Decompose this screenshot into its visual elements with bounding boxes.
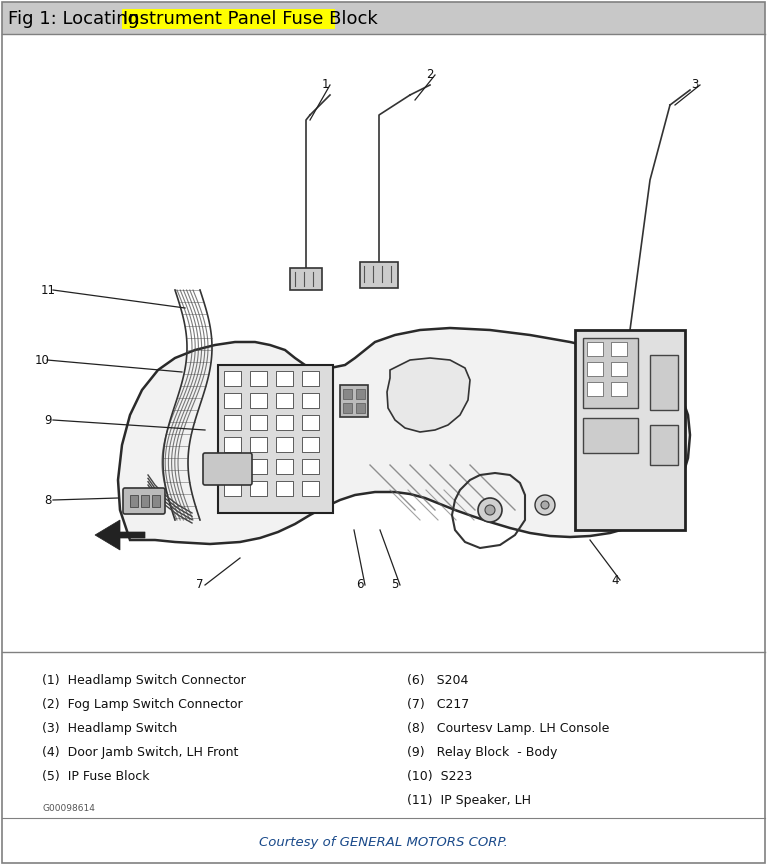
Bar: [224, 481, 241, 496]
Text: (1)  Headlamp Switch Connector: (1) Headlamp Switch Connector: [42, 674, 246, 687]
Bar: [250, 481, 267, 496]
Circle shape: [541, 501, 549, 509]
Bar: [2, 2, 765, 34]
Bar: [276, 415, 293, 430]
Bar: [343, 403, 352, 413]
Text: (2)  Fog Lamp Switch Connector: (2) Fog Lamp Switch Connector: [42, 698, 243, 711]
Text: 1: 1: [321, 79, 329, 92]
Bar: [218, 365, 333, 513]
Bar: [587, 382, 603, 396]
Bar: [360, 262, 398, 288]
Bar: [250, 371, 267, 386]
Bar: [276, 371, 293, 386]
Bar: [356, 389, 365, 399]
Text: (9)   Relay Block  - Body: (9) Relay Block - Body: [407, 746, 557, 759]
Text: G00098614: G00098614: [42, 804, 95, 813]
Circle shape: [478, 498, 502, 522]
Bar: [224, 415, 241, 430]
Bar: [611, 382, 627, 396]
Text: (4)  Door Jamb Switch, LH Front: (4) Door Jamb Switch, LH Front: [42, 746, 239, 759]
Bar: [340, 385, 368, 417]
Bar: [356, 403, 365, 413]
Bar: [583, 418, 638, 453]
Bar: [276, 481, 293, 496]
Bar: [276, 437, 293, 452]
Text: Fig 1: Locating: Fig 1: Locating: [8, 10, 145, 28]
Text: (10)  S223: (10) S223: [407, 770, 472, 783]
Circle shape: [485, 505, 495, 515]
Text: Courtesy of GENERAL MOTORS CORP.: Courtesy of GENERAL MOTORS CORP.: [259, 836, 508, 849]
Bar: [290, 268, 322, 290]
Bar: [250, 437, 267, 452]
Text: 9: 9: [44, 413, 51, 426]
Bar: [224, 371, 241, 386]
Text: (6)   S204: (6) S204: [407, 674, 468, 687]
Bar: [250, 393, 267, 408]
Bar: [587, 342, 603, 356]
Bar: [2, 34, 765, 652]
Polygon shape: [387, 358, 470, 432]
Bar: [276, 393, 293, 408]
FancyBboxPatch shape: [203, 453, 252, 485]
Bar: [250, 415, 267, 430]
Bar: [130, 495, 138, 507]
Bar: [224, 393, 241, 408]
Bar: [302, 371, 319, 386]
Text: 11: 11: [41, 284, 55, 297]
Text: 3: 3: [691, 79, 699, 92]
Bar: [575, 330, 685, 530]
Bar: [302, 393, 319, 408]
Text: 6: 6: [356, 579, 364, 592]
Text: 7: 7: [196, 579, 204, 592]
Bar: [141, 495, 149, 507]
Circle shape: [535, 495, 555, 515]
Bar: [224, 437, 241, 452]
Bar: [583, 338, 638, 408]
Text: 5: 5: [391, 579, 399, 592]
Bar: [611, 342, 627, 356]
FancyBboxPatch shape: [123, 488, 165, 514]
Text: Instrument Panel Fuse Block: Instrument Panel Fuse Block: [123, 10, 378, 28]
Text: 4: 4: [611, 573, 619, 586]
Bar: [302, 459, 319, 474]
Bar: [611, 362, 627, 376]
Bar: [302, 437, 319, 452]
Bar: [250, 459, 267, 474]
Bar: [122, 9, 335, 29]
Bar: [587, 362, 603, 376]
Polygon shape: [95, 520, 145, 550]
Polygon shape: [118, 328, 690, 544]
Text: (11)  IP Speaker, LH: (11) IP Speaker, LH: [407, 794, 531, 807]
Bar: [302, 415, 319, 430]
Text: 8: 8: [44, 494, 51, 507]
Bar: [650, 355, 678, 410]
Bar: [224, 459, 241, 474]
Bar: [650, 425, 678, 465]
Text: (8)   Courtesv Lamp. LH Console: (8) Courtesv Lamp. LH Console: [407, 722, 609, 735]
Text: (3)  Headlamp Switch: (3) Headlamp Switch: [42, 722, 177, 735]
Bar: [302, 481, 319, 496]
Text: (5)  IP Fuse Block: (5) IP Fuse Block: [42, 770, 150, 783]
Bar: [343, 389, 352, 399]
Bar: [152, 495, 160, 507]
Bar: [276, 459, 293, 474]
Text: (7)   C217: (7) C217: [407, 698, 469, 711]
Text: 2: 2: [426, 68, 434, 81]
Text: 10: 10: [35, 354, 49, 367]
